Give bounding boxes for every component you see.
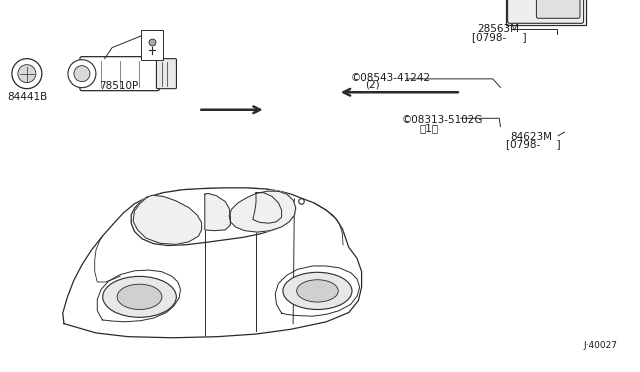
Text: （1）: （1） (419, 123, 438, 133)
Polygon shape (63, 188, 362, 338)
Circle shape (68, 60, 96, 88)
FancyBboxPatch shape (141, 29, 163, 60)
Text: 84441B: 84441B (7, 92, 47, 102)
Ellipse shape (103, 276, 177, 317)
Circle shape (12, 59, 42, 89)
Polygon shape (97, 270, 180, 322)
FancyBboxPatch shape (508, 0, 584, 23)
Circle shape (18, 65, 36, 83)
Polygon shape (229, 191, 296, 232)
FancyBboxPatch shape (156, 59, 177, 89)
Text: [0798-     ]: [0798- ] (472, 32, 526, 42)
Polygon shape (275, 266, 360, 316)
Bar (506, 0, 586, 25)
Polygon shape (133, 195, 202, 244)
Text: ©08313-5102G: ©08313-5102G (402, 115, 483, 125)
Text: [0798-     ]: [0798- ] (506, 140, 560, 150)
Polygon shape (205, 193, 230, 231)
Ellipse shape (117, 284, 162, 310)
FancyBboxPatch shape (80, 57, 159, 91)
Text: 84623M: 84623M (511, 132, 553, 142)
Polygon shape (131, 188, 296, 246)
FancyBboxPatch shape (536, 0, 580, 18)
Text: (2): (2) (365, 80, 380, 90)
Text: ©08543-41242: ©08543-41242 (351, 73, 431, 83)
Ellipse shape (296, 280, 338, 302)
Text: 28563M: 28563M (477, 24, 519, 34)
Polygon shape (253, 193, 282, 223)
Text: 78510P: 78510P (99, 81, 138, 91)
Ellipse shape (283, 272, 352, 310)
Text: J·40027: J·40027 (584, 341, 618, 350)
Circle shape (74, 65, 90, 82)
